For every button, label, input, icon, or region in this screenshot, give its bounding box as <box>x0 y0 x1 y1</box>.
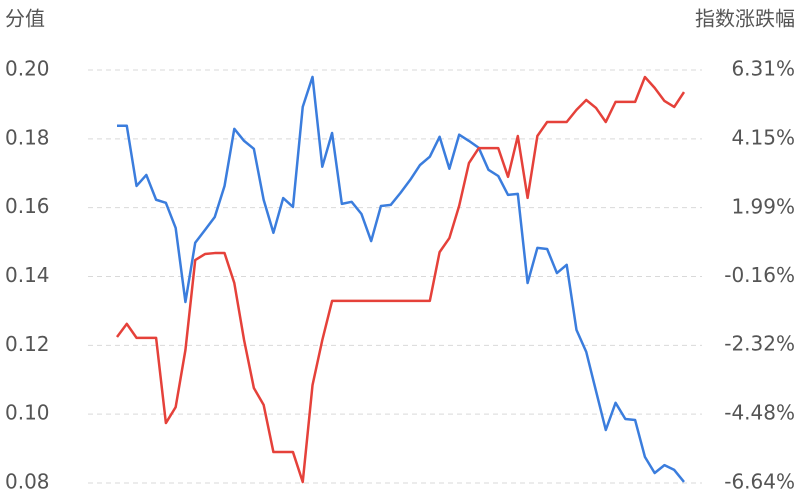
y-tick-label: 0.20 <box>5 57 50 81</box>
y-tick-label: 0.18 <box>5 125 50 149</box>
y-axis-title: 分值 <box>5 7 45 31</box>
y2-tick-label: -6.64% <box>724 470 795 494</box>
y2-tick-label: 6.31% <box>731 57 795 81</box>
y-tick-label: 0.12 <box>5 332 50 356</box>
y2-tick-label: -2.32% <box>724 332 795 356</box>
y-tick-label: 0.08 <box>5 470 50 494</box>
y2-tick-label: -4.48% <box>724 401 795 425</box>
y2-tick-label: -0.16% <box>724 263 795 287</box>
line-series <box>117 75 685 483</box>
y-tick-label: 0.14 <box>5 263 50 287</box>
y-tick-label: 0.10 <box>5 401 50 425</box>
line-series <box>115 75 686 484</box>
y2-tick-label: 4.15% <box>731 125 795 149</box>
y-tick-label: 0.16 <box>5 194 50 218</box>
y2-axis-title: 指数涨跌幅 <box>695 7 795 31</box>
y2-tick-label: 1.99% <box>731 194 795 218</box>
